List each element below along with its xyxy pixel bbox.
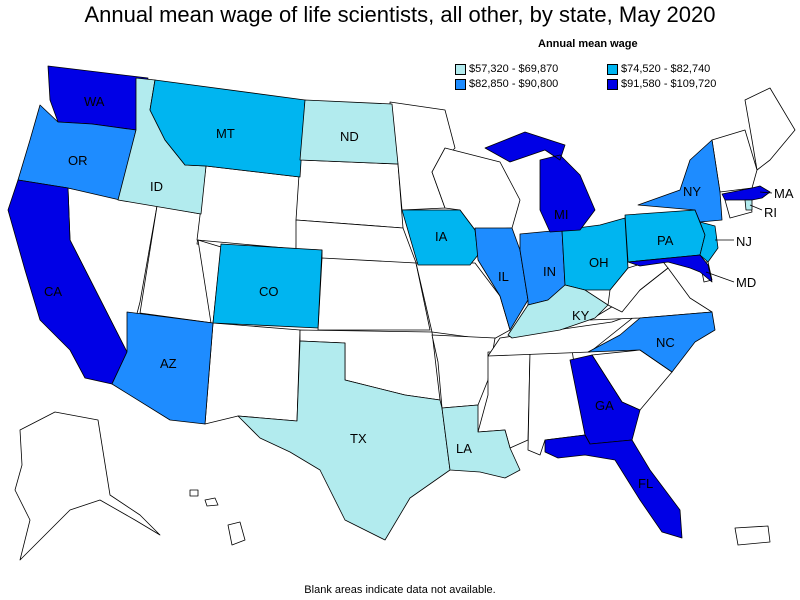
legend-swatch-class-1 <box>455 63 466 75</box>
legend-item-class-1: $57,320 - $69,870 <box>455 63 607 75</box>
ma-leader-line <box>759 191 773 194</box>
legend-items: $57,320 - $69,870 $74,520 - $82,740 $82,… <box>455 63 755 90</box>
legend-title: Annual mean wage <box>538 38 638 50</box>
label-wa: WA <box>84 94 105 109</box>
legend-swatch-class-2 <box>607 63 618 75</box>
state-ar <box>431 334 496 409</box>
legend-label-class-2: $74,520 - $82,740 <box>621 63 711 75</box>
legend-item-class-2: $74,520 - $82,740 <box>607 63 755 75</box>
state-ny <box>637 139 723 223</box>
state-az <box>111 311 214 425</box>
state-nj <box>699 221 719 263</box>
legend-label-class-3: $82,850 - $90,800 <box>469 78 559 90</box>
label-ma: MA <box>774 186 794 201</box>
legend-label-class-4: $91,580 - $109,720 <box>621 78 717 90</box>
label-nj: NJ <box>736 234 752 249</box>
label-nc: NC <box>656 335 675 350</box>
state-co <box>212 243 323 329</box>
state-pr <box>734 525 771 546</box>
label-nd: ND <box>340 129 359 144</box>
label-or: OR <box>68 153 88 168</box>
label-fl: FL <box>638 476 653 491</box>
state-wv <box>607 257 669 313</box>
legend-item-class-4: $91,580 - $109,720 <box>607 78 755 90</box>
state-ma <box>721 185 771 201</box>
map-legend: Annual mean wage $57,320 - $69,870 $74,5… <box>455 38 755 90</box>
label-mt: MT <box>216 126 235 141</box>
label-az: AZ <box>160 356 177 371</box>
state-nm <box>204 322 301 425</box>
legend-item-class-3: $82,850 - $90,800 <box>455 78 607 90</box>
state-nc <box>587 311 716 373</box>
state-ky <box>507 284 609 339</box>
state-nd <box>299 99 399 165</box>
label-il: IL <box>498 269 509 284</box>
label-in: IN <box>543 264 556 279</box>
label-mi: MI <box>554 207 568 222</box>
label-ri: RI <box>764 205 777 220</box>
label-ga: GA <box>595 398 614 413</box>
label-ny: NY <box>683 184 701 199</box>
state-tx <box>237 340 451 541</box>
label-la: LA <box>456 441 472 456</box>
state-ak <box>14 411 161 561</box>
map-title: Annual mean wage of life scientists, all… <box>84 2 716 27</box>
state-sd <box>295 159 404 229</box>
label-ca: CA <box>44 284 62 299</box>
state-la <box>441 404 521 479</box>
state-md <box>627 254 713 283</box>
legend-label-class-1: $57,320 - $69,870 <box>469 63 559 75</box>
state-hi <box>189 489 246 546</box>
label-id: ID <box>150 179 163 194</box>
ri-leader-line <box>749 204 763 211</box>
state-me <box>744 87 796 171</box>
label-pa: PA <box>657 233 674 248</box>
state-ri <box>744 199 753 211</box>
state-il <box>474 227 529 331</box>
legend-swatch-class-4 <box>607 78 618 90</box>
label-tx: TX <box>350 431 367 446</box>
label-co: CO <box>259 284 279 299</box>
state-ks <box>317 257 431 331</box>
label-ia: IA <box>435 229 448 244</box>
label-ky: KY <box>572 308 590 323</box>
state-tn <box>487 311 641 357</box>
footnote: Blank areas indicate data not available. <box>304 584 496 596</box>
label-md: MD <box>736 275 756 290</box>
state-ca <box>7 179 128 385</box>
state-wy <box>196 165 301 250</box>
md-leader-line <box>705 271 735 283</box>
legend-swatch-class-3 <box>455 78 466 90</box>
state-fl <box>544 434 683 539</box>
label-oh: OH <box>589 255 609 270</box>
state-mi <box>484 131 596 233</box>
